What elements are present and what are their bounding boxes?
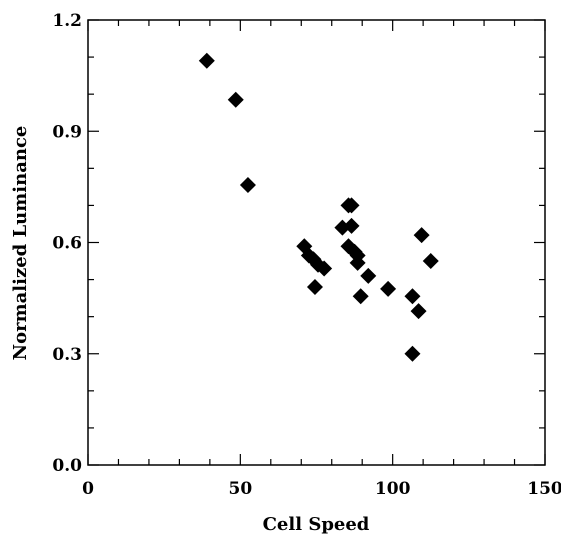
x-tick-label: 100: [375, 479, 411, 499]
data-point: [352, 288, 369, 305]
y-axis-title: Normalized Luminance: [10, 126, 31, 361]
plot-frame: [87, 19, 546, 466]
data-point: [343, 217, 360, 234]
data-point: [422, 253, 439, 270]
x-tick-label: 50: [228, 479, 252, 499]
data-point: [349, 254, 366, 271]
data-point: [410, 303, 427, 320]
x-tick-label: 150: [527, 479, 561, 499]
data-point: [316, 260, 333, 277]
data-point: [343, 197, 360, 214]
y-tick-label: 0.0: [52, 456, 82, 476]
data-point: [198, 52, 215, 69]
data-point: [306, 279, 323, 295]
data-point: [227, 91, 244, 108]
data-point: [239, 177, 256, 194]
data-point: [380, 280, 397, 297]
data-point: [404, 288, 421, 305]
y-tick-label: 0.9: [52, 122, 82, 142]
axis-ticks: [87, 19, 546, 466]
data-point: [413, 227, 430, 244]
y-tick-label: 0.6: [52, 234, 82, 254]
y-tick-label: 0.3: [52, 345, 82, 365]
y-tick-labels: 0.0 0.3 0.6 0.9 1.2: [52, 11, 82, 476]
x-tick-label: 0: [82, 479, 94, 499]
x-tick-labels: 0 50 100 150: [82, 479, 561, 499]
x-axis-title: Cell Speed: [263, 514, 370, 535]
data-point: [360, 267, 377, 284]
data-point: [404, 345, 421, 362]
y-tick-label: 1.2: [52, 11, 82, 31]
data-points: [198, 52, 439, 362]
